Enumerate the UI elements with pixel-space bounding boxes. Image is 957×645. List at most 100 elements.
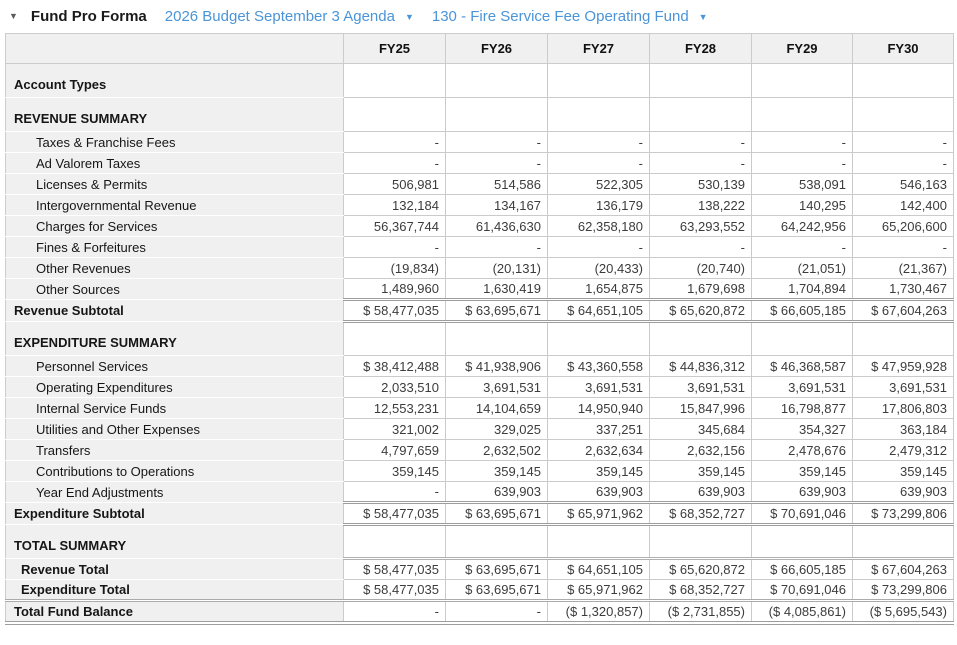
row-label: Personnel Services bbox=[5, 355, 344, 377]
data-cell: $ 65,620,872 bbox=[649, 557, 752, 580]
table-row: TOTAL SUMMARY bbox=[5, 524, 954, 559]
data-cell: 538,091 bbox=[751, 173, 853, 195]
data-cell: (20,131) bbox=[445, 257, 548, 279]
data-cell: 132,184 bbox=[343, 194, 446, 216]
column-header-fy29: FY29 bbox=[751, 33, 853, 64]
data-cell: $ 63,695,671 bbox=[445, 557, 548, 580]
row-label: Other Sources bbox=[5, 278, 344, 300]
data-cell: 354,327 bbox=[751, 418, 853, 440]
row-label: TOTAL SUMMARY bbox=[5, 524, 344, 559]
data-cell bbox=[852, 321, 954, 356]
data-cell: $ 63,695,671 bbox=[445, 501, 548, 526]
data-cell: 3,691,531 bbox=[751, 376, 853, 398]
data-cell: - bbox=[852, 236, 954, 258]
data-cell: $ 67,604,263 bbox=[852, 557, 954, 580]
data-cell: $ 58,477,035 bbox=[343, 501, 446, 526]
data-cell: - bbox=[751, 131, 853, 153]
data-cell: - bbox=[751, 236, 853, 258]
data-cell: 2,033,510 bbox=[343, 376, 446, 398]
data-cell: 329,025 bbox=[445, 418, 548, 440]
data-cell: 639,903 bbox=[445, 481, 548, 503]
data-cell: (21,051) bbox=[751, 257, 853, 279]
data-cell: 3,691,531 bbox=[649, 376, 752, 398]
data-cell: 16,798,877 bbox=[751, 397, 853, 419]
data-cell: 3,691,531 bbox=[547, 376, 650, 398]
data-cell: 639,903 bbox=[547, 481, 650, 503]
table-row: Charges for Services 56,367,744 61,436,630… bbox=[5, 215, 954, 237]
chevron-down-icon: ▼ bbox=[698, 11, 708, 22]
data-cell: - bbox=[343, 236, 446, 258]
row-label: Total Fund Balance bbox=[5, 599, 344, 625]
data-cell: $ 58,477,035 bbox=[343, 298, 446, 323]
data-cell: $ 66,605,185 bbox=[751, 557, 853, 580]
collapse-caret-icon[interactable]: ▼ bbox=[9, 10, 18, 21]
data-cell: 3,691,531 bbox=[852, 376, 954, 398]
data-cell: 639,903 bbox=[852, 481, 954, 503]
data-cell: $ 70,691,046 bbox=[751, 501, 853, 526]
data-cell: - bbox=[343, 152, 446, 174]
data-cell: $ 68,352,727 bbox=[649, 501, 752, 526]
table-header-row: FY25 FY26 FY27 FY28 FY29 FY30 bbox=[5, 33, 954, 64]
row-label: Fines & Forfeitures bbox=[5, 236, 344, 258]
row-label: Revenue Total bbox=[5, 558, 344, 580]
row-label: Internal Service Funds bbox=[5, 397, 344, 419]
data-cell: $ 65,971,962 bbox=[547, 579, 650, 601]
data-cell: 506,981 bbox=[343, 173, 446, 195]
row-label: EXPENDITURE SUMMARY bbox=[5, 321, 344, 356]
data-cell: 1,679,698 bbox=[649, 278, 752, 300]
data-cell bbox=[649, 321, 752, 356]
fund-dropdown[interactable]: 130 - Fire Service Fee Operating Fund ▼ bbox=[432, 8, 708, 25]
row-label: Taxes & Franchise Fees bbox=[5, 131, 344, 153]
data-cell: 142,400 bbox=[852, 194, 954, 216]
data-cell: $ 38,412,488 bbox=[343, 355, 446, 377]
data-cell bbox=[445, 321, 548, 356]
data-cell bbox=[751, 97, 853, 132]
table-row: Fines & Forfeitures - - - - - - bbox=[5, 236, 954, 258]
row-label: Year End Adjustments bbox=[5, 481, 344, 503]
data-cell bbox=[343, 321, 446, 356]
data-cell bbox=[649, 63, 752, 98]
data-cell: 4,797,659 bbox=[343, 439, 446, 461]
data-cell bbox=[751, 63, 853, 98]
data-cell: - bbox=[343, 599, 446, 625]
data-cell: 639,903 bbox=[751, 481, 853, 503]
data-cell: 62,358,180 bbox=[547, 215, 650, 237]
data-cell: - bbox=[445, 152, 548, 174]
data-cell: 64,242,956 bbox=[751, 215, 853, 237]
data-cell: $ 65,971,962 bbox=[547, 501, 650, 526]
account-types-column-header bbox=[5, 33, 344, 64]
data-cell: $ 63,695,671 bbox=[445, 579, 548, 601]
table-row: Year End Adjustments -639,903 639,903 639,9… bbox=[5, 481, 954, 503]
data-cell: - bbox=[649, 131, 752, 153]
data-cell: (20,740) bbox=[649, 257, 752, 279]
budget-dropdown[interactable]: 2026 Budget September 3 Agenda ▼ bbox=[165, 8, 414, 25]
table-row: Other Revenues (19,834) (20,131) (20,433) (2… bbox=[5, 257, 954, 279]
table-row: Expenditure Total $ 58,477,035 $ 63,695,67… bbox=[5, 579, 954, 601]
data-cell bbox=[343, 524, 446, 559]
data-cell: 546,163 bbox=[852, 173, 954, 195]
data-cell bbox=[547, 63, 650, 98]
table-row: Ad Valorem Taxes - - - - - - bbox=[5, 152, 954, 174]
table-row: Personnel Services $ 38,412,488 $ 41,938,9… bbox=[5, 355, 954, 377]
data-cell: 522,305 bbox=[547, 173, 650, 195]
fund-dropdown-label: 130 - Fire Service Fee Operating Fund bbox=[431, 7, 689, 25]
data-cell: - bbox=[852, 152, 954, 174]
data-cell bbox=[649, 97, 752, 132]
data-cell: 2,632,634 bbox=[547, 439, 650, 461]
row-label: Ad Valorem Taxes bbox=[5, 152, 344, 174]
table-row: REVENUE SUMMARY bbox=[5, 97, 954, 132]
data-cell: 530,139 bbox=[649, 173, 752, 195]
row-label: Revenue Subtotal bbox=[5, 299, 344, 322]
data-cell: 363,184 bbox=[852, 418, 954, 440]
data-cell: - bbox=[343, 131, 446, 153]
table-row: Account Types bbox=[5, 63, 954, 98]
chevron-down-icon: ▼ bbox=[404, 11, 414, 22]
data-cell: $ 70,691,046 bbox=[751, 579, 853, 601]
data-cell: ($ 2,731,855) bbox=[649, 599, 752, 625]
data-cell: $ 68,352,727 bbox=[649, 579, 752, 601]
row-label: Charges for Services bbox=[5, 215, 344, 237]
table-row: Total Fund Balance - - ($ 1,320,857) ($ 2,73… bbox=[5, 599, 954, 625]
data-cell: $ 43,360,558 bbox=[547, 355, 650, 377]
data-cell: 65,206,600 bbox=[852, 215, 954, 237]
data-cell bbox=[751, 524, 853, 559]
